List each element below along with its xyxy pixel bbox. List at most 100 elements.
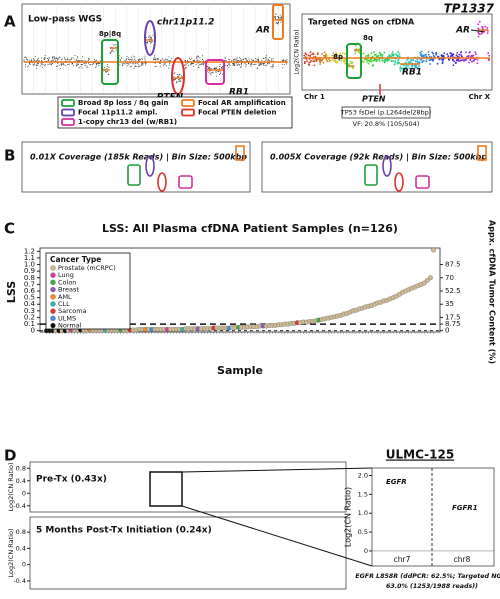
texture-dot <box>429 63 432 65</box>
texture-dot <box>266 59 268 61</box>
texture-dot <box>57 62 58 64</box>
plot-frame <box>21 141 251 193</box>
texture-dot <box>248 63 249 65</box>
texture-dot <box>185 67 187 69</box>
y2-axis-label: Appx. cfDNA Tumor Content (%) <box>488 220 497 364</box>
texture-dot <box>172 78 174 80</box>
texture-dot <box>466 55 468 58</box>
legend-label: Colon <box>58 278 76 286</box>
texture-dot <box>63 57 65 59</box>
texture-dot <box>449 52 452 54</box>
texture-dot <box>391 54 394 57</box>
legend-marker <box>50 279 56 286</box>
y-tick-label: 0.8 <box>24 274 35 282</box>
texture-dot <box>74 55 76 57</box>
texture-dot <box>174 72 176 74</box>
texture-dot <box>221 67 223 69</box>
texture-dot <box>461 55 463 58</box>
highlight <box>101 39 119 85</box>
y-tick-label: 0.8 <box>16 528 26 536</box>
y2-tick-label: 52.5 <box>445 287 461 295</box>
texture-dot <box>421 54 423 57</box>
y-tick-label: -0.4 <box>13 577 26 585</box>
texture-dot <box>87 60 89 62</box>
texture-dot <box>29 63 31 65</box>
texture-dot <box>234 64 236 66</box>
texture-dot <box>193 65 195 67</box>
y2-tick-label: 35 <box>445 300 454 308</box>
texture-dot <box>61 63 63 65</box>
texture-dot <box>207 66 209 68</box>
texture-dot <box>88 59 90 61</box>
texture-dot <box>391 53 393 55</box>
point <box>431 247 436 253</box>
texture-dot <box>313 64 316 67</box>
texture-dot <box>60 59 62 61</box>
legend-label: Breast <box>58 286 79 294</box>
legend-label: Broad 8p loss / 8q gain <box>78 99 169 107</box>
legend: Broad 8p loss / 8q gain Focal 11p11.2 amp… <box>61 99 286 126</box>
texture-dot <box>167 59 169 61</box>
y-tick-label: 0 <box>31 327 35 335</box>
texture-dot <box>271 67 273 69</box>
texture-dot <box>381 59 384 62</box>
texture-dot <box>148 36 150 37</box>
texture-dot <box>309 51 312 54</box>
texture-dot <box>98 64 100 66</box>
texture-dot <box>414 66 417 69</box>
texture-dot <box>105 70 107 72</box>
texture-dot <box>245 58 247 60</box>
texture-dot <box>184 64 186 66</box>
texture-dot <box>153 59 154 61</box>
chromosome-label: chr8 <box>454 555 471 564</box>
texture-dot <box>116 49 118 51</box>
gene-label: FGFR1 <box>452 504 478 512</box>
y-tick-label: 1.0 <box>358 509 368 517</box>
texture-dot <box>316 53 319 56</box>
texture-dot <box>208 71 210 73</box>
texture-dot <box>68 59 70 60</box>
texture-dot <box>304 52 307 55</box>
texture-dot <box>472 54 474 57</box>
texture-dot <box>63 64 64 66</box>
texture-dot <box>374 58 377 61</box>
texture-dot <box>386 58 389 61</box>
texture-dot <box>202 55 203 57</box>
texture-dot <box>53 58 55 60</box>
texture-dot <box>184 60 186 62</box>
texture-dot <box>254 63 256 65</box>
texture-dot <box>364 55 367 57</box>
texture-dot <box>202 58 203 60</box>
texture-dot <box>285 60 287 62</box>
texture-dot <box>165 65 167 67</box>
plot-frame <box>29 461 347 513</box>
texture-dot <box>240 59 242 61</box>
texture-dot <box>467 55 470 58</box>
legend: Prostate (mCRPC)LungColonBreastAMLCLLSar… <box>50 264 116 330</box>
texture-dot <box>328 60 331 63</box>
box <box>341 106 431 119</box>
texture-dot <box>394 61 397 64</box>
texture-dot <box>351 61 354 64</box>
texture-dot <box>428 59 431 62</box>
texture-dot <box>246 60 247 62</box>
texture-dot <box>277 22 279 24</box>
texture-dot <box>33 64 35 66</box>
texture-dot <box>105 71 107 73</box>
texture-dot <box>126 56 128 58</box>
y-tick-label: 0.8 <box>16 464 26 472</box>
texture-dot <box>225 59 227 61</box>
highlight <box>171 57 185 95</box>
texture-dot <box>57 65 59 67</box>
texture-dot <box>144 59 146 61</box>
y-tick-label: 0.3 <box>24 307 35 315</box>
texture-dot <box>364 58 366 61</box>
texture-dot <box>130 66 132 68</box>
texture-dot <box>257 59 259 60</box>
texture-dot <box>452 53 454 56</box>
texture-dot <box>67 63 68 65</box>
texture-dot <box>27 66 29 68</box>
texture-dot <box>271 64 273 66</box>
texture-dot <box>140 65 142 67</box>
texture-dot <box>235 58 237 60</box>
